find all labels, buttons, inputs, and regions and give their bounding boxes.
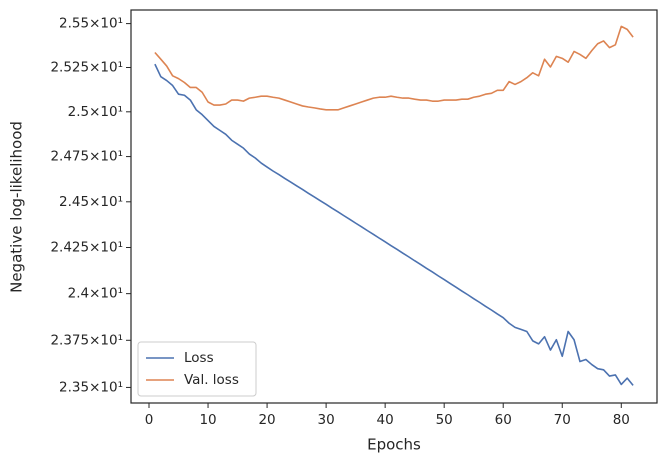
x-tick-label: 10 [199,412,216,428]
x-tick-label: 20 [258,412,275,428]
y-tick-label: 2.5×10¹ [68,104,123,120]
y-tick-label: 2.475×10¹ [50,149,123,165]
legend-box [137,341,257,397]
y-tick-label: 2.45×10¹ [59,194,123,210]
y-tick-label: 2.375×10¹ [50,332,123,348]
x-axis-label: Epochs [367,436,421,454]
line [154,25,634,111]
x-tick-label: 50 [436,412,453,428]
legend-label: Val. loss [184,372,239,388]
x-tick-label: 40 [377,412,394,428]
x-tick-label: 70 [554,412,571,428]
y-tick-label: 2.55×10¹ [59,16,123,32]
y-tick-label: 2.35×10¹ [59,379,123,395]
line [154,63,634,386]
y-axis-label: Negative log-likelihood [8,121,26,293]
x-tick-label: 80 [613,412,630,428]
x-tick-label: 30 [318,412,335,428]
x-tick-label: 60 [495,412,512,428]
y-tick-label: 2.425×10¹ [50,239,123,255]
y-tick-label: 2.525×10¹ [50,59,123,75]
y-tick-label: 2.4×10¹ [68,286,123,302]
plot-frame [130,9,658,404]
legend-label: Loss [184,350,214,366]
x-tick-label: 0 [145,412,154,428]
